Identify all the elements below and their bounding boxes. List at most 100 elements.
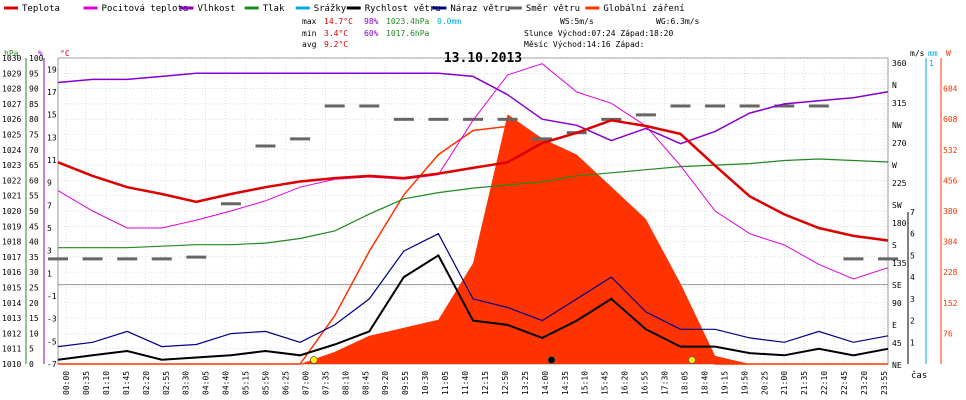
x-tick-label: 22:10 xyxy=(820,371,829,395)
temperature-tick: 5 xyxy=(47,224,52,233)
x-tick-label: 03:30 xyxy=(182,371,191,395)
radiation-unit: W xyxy=(946,49,951,58)
pressure-tick: 1027 xyxy=(2,100,21,109)
wind-dir-tick: SE xyxy=(892,281,902,290)
x-tick-label: 00:35 xyxy=(82,371,91,395)
x-tick-label: 19:15 xyxy=(720,371,729,395)
legend-label: Pocitová teplota xyxy=(102,4,189,14)
x-tick-label: 09:55 xyxy=(401,371,410,395)
humidity-tick: 80 xyxy=(29,115,39,124)
wind-dir-mark xyxy=(774,104,795,108)
x-tick-label: 14:35 xyxy=(561,371,570,395)
legend-label: Globální záření xyxy=(603,4,684,14)
humidity-tick: 65 xyxy=(29,161,39,170)
rain-unit: mm xyxy=(928,49,938,58)
wind-dir-mark xyxy=(532,137,553,141)
pressure-tick: 1022 xyxy=(2,176,21,185)
pressure-tick: 1010 xyxy=(2,360,21,369)
legend-label: Rychlost větru xyxy=(365,4,441,14)
humidity-tick: 50 xyxy=(29,207,39,216)
wind-speed-line xyxy=(57,253,889,361)
astro-marker xyxy=(547,356,556,364)
temperature-unit: °C xyxy=(60,49,70,58)
wind-speed-tick: 6 xyxy=(910,230,915,239)
temperature-tick: 17 xyxy=(47,88,57,97)
stats-max-label: max xyxy=(302,17,317,26)
x-tick-label: 04:05 xyxy=(202,371,211,395)
pressure-tick: 1029 xyxy=(2,69,21,78)
radiation-layer xyxy=(58,114,888,365)
radiation-tick: 152 xyxy=(943,299,958,308)
wind-dir-tick: 135 xyxy=(892,259,907,268)
legend-label: Teplota xyxy=(22,4,60,14)
wind-dir-mark xyxy=(48,257,68,261)
radiation-tick: 380 xyxy=(943,207,958,216)
x-tick-label: 10:30 xyxy=(421,371,430,395)
wind-dir-mark xyxy=(497,117,518,121)
temperature-tick: 13 xyxy=(47,133,57,142)
stats-min-temp: 3.4°C xyxy=(324,29,348,38)
temperature-tick: -3 xyxy=(47,315,57,324)
wind-dir-mark xyxy=(393,117,414,121)
wind-dir-tick: E xyxy=(892,321,897,330)
wind-dir-tick: W xyxy=(892,161,897,170)
pressure-unit: hPa xyxy=(4,49,19,58)
legend: Teplota Pocitová teplota Vlhkost Tlak Srážky… xyxy=(4,4,685,14)
pressure-tick: 1014 xyxy=(2,299,21,308)
pressure-tick: 1019 xyxy=(2,222,21,231)
gust-line xyxy=(57,232,889,348)
axes-layer: 00:00 00:35 01:10 01:45 02:20 02:55 03:30 04:05… xyxy=(2,49,958,395)
stats-min-hum: 60% xyxy=(364,29,379,38)
wind-dir-tick: 360 xyxy=(892,59,907,68)
wind-dir-tick: NW xyxy=(892,121,902,130)
stats-max-hum: 98% xyxy=(364,17,379,26)
pressure-tick: 1025 xyxy=(2,131,21,140)
wind-dir-mark xyxy=(843,257,864,261)
wind-dir-mark xyxy=(151,257,172,261)
x-tick-label: 01:10 xyxy=(102,371,111,395)
wind-speed-tick: 4 xyxy=(910,273,915,282)
legend-label: Srážky xyxy=(314,4,347,14)
humidity-tick: 60 xyxy=(29,176,39,185)
wind-dir-mark xyxy=(705,104,726,108)
humidity-unit: % xyxy=(38,49,43,58)
pressure-tick: 1020 xyxy=(2,207,21,216)
wind-dir-mark xyxy=(255,144,276,148)
wind-dir-tick: SW xyxy=(892,201,902,210)
x-tick-label: 23:20 xyxy=(860,371,869,395)
humidity-tick: 95 xyxy=(29,69,39,78)
x-tick-label: 11:40 xyxy=(461,371,470,395)
legend-label: Směr větru xyxy=(526,4,580,14)
pressure-tick: 1023 xyxy=(2,161,21,170)
radiation-tick: 684 xyxy=(943,85,958,94)
wind-dir-tick: NE xyxy=(892,361,902,370)
x-tick-label: 06:25 xyxy=(281,371,290,395)
wind-speed-tick: 7 xyxy=(910,208,915,217)
temperature-tick: 11 xyxy=(47,156,57,165)
x-tick-label: 16:55 xyxy=(641,371,650,395)
wind-dir-mark xyxy=(324,104,345,108)
humidity-tick: 25 xyxy=(29,284,39,293)
x-tick-label: 04:40 xyxy=(222,371,231,395)
temperature-tick: 9 xyxy=(47,179,52,188)
chart-title: 13.10.2013 xyxy=(444,51,522,66)
stats-avg-label: avg xyxy=(302,40,317,49)
x-tick-label: 15:45 xyxy=(601,371,610,395)
x-tick-label: 09:20 xyxy=(381,371,390,395)
wind-dir-tick: S xyxy=(892,241,897,250)
humidity-tick: 40 xyxy=(29,238,39,247)
radiation-theoretical-line xyxy=(58,125,888,365)
humidity-tick: 5 xyxy=(29,345,34,354)
x-tick-label: 14:00 xyxy=(541,371,550,395)
stats-avg-temp: 9.2°C xyxy=(324,40,348,49)
wind-dir-tick: N xyxy=(892,81,897,90)
x-axis-label: čas xyxy=(911,370,927,381)
pressure-tick: 1012 xyxy=(2,329,21,338)
x-tick-label: 19:50 xyxy=(740,371,749,395)
x-tick-label: 01:45 xyxy=(122,371,131,395)
radiation-tick: 228 xyxy=(943,268,958,277)
rain-tick: 1 xyxy=(929,59,934,68)
x-tick-label: 21:35 xyxy=(800,371,809,395)
pressure-tick: 1013 xyxy=(2,314,21,323)
wind-speed-tick: 1 xyxy=(910,338,915,347)
